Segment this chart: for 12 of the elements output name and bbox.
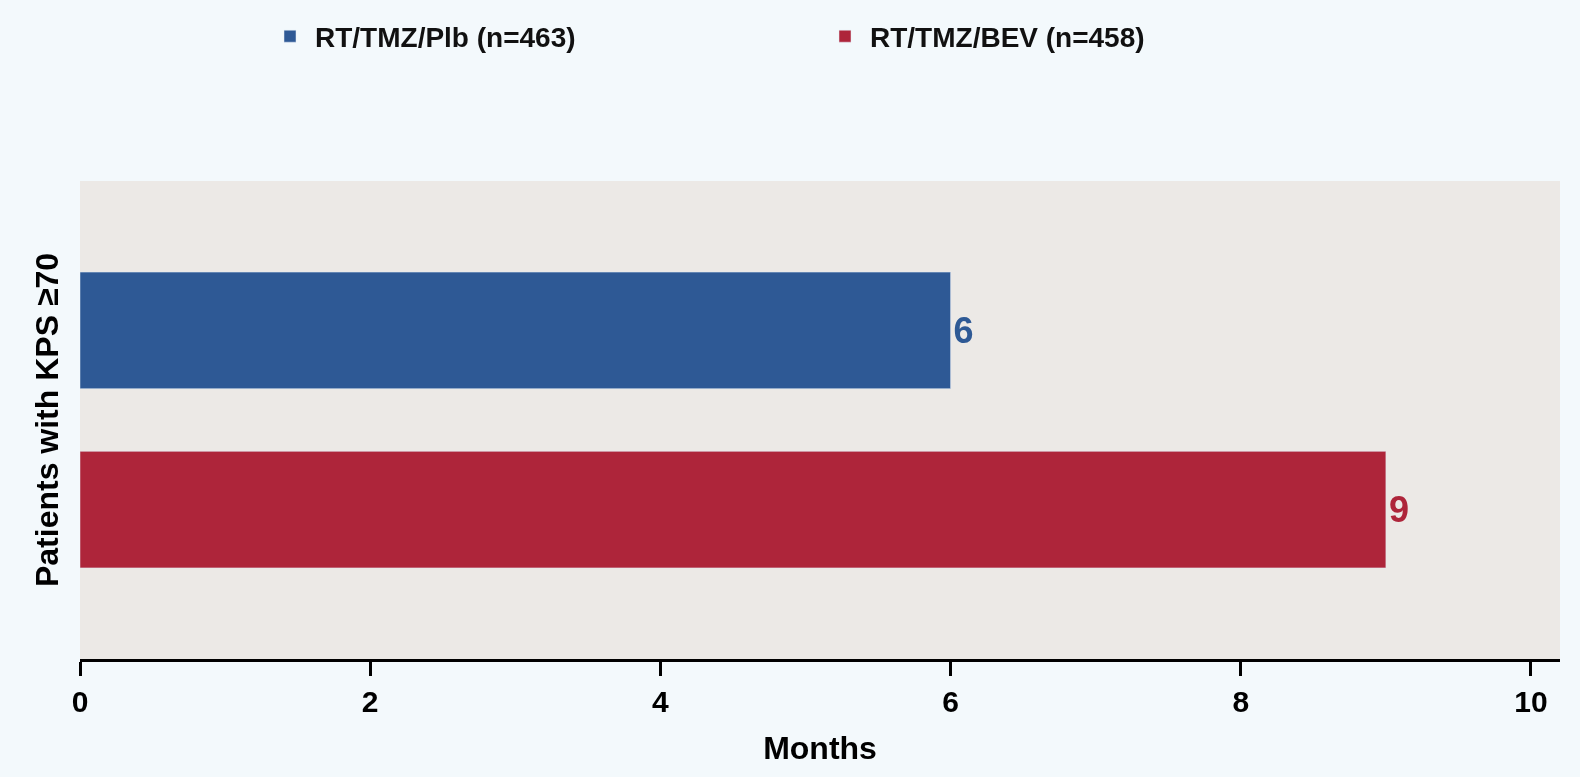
x-tick-label: 4 [652, 685, 670, 718]
x-tick-label: 0 [71, 685, 89, 718]
x-tick-label: 2 [361, 685, 379, 718]
x-tick-label: 10 [1514, 685, 1548, 718]
x-axis-title: Months [763, 729, 877, 766]
data-label: 6 [953, 309, 974, 351]
y-axis-title: Patients with KPS ≥70 [29, 252, 66, 588]
x-tick-label: 6 [942, 685, 959, 718]
data-label: 9 [1388, 489, 1409, 531]
legend-label: RT/TMZ/Plb (n=463) [315, 22, 576, 54]
x-tick-label: 8 [1232, 685, 1250, 718]
legend-label: RT/TMZ/BEV (n=458) [870, 22, 1145, 54]
